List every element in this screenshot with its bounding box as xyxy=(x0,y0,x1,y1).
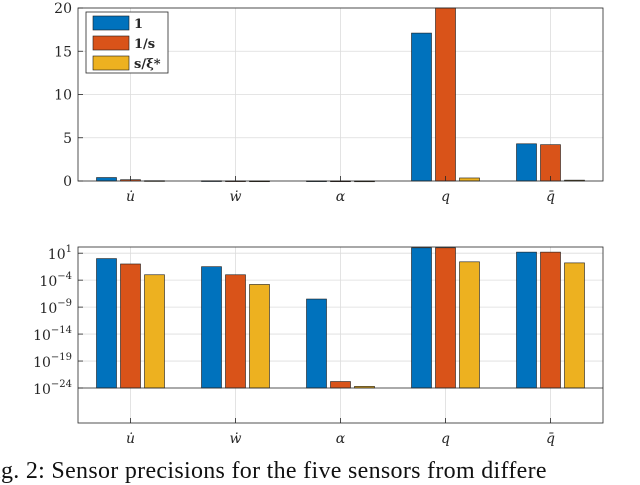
log-bar-chart: 101 10−4 10−9 10−14 10−19 10−24 u̇ ẇ α q q̄ xyxy=(33,244,604,447)
top-x-ticks: u̇ ẇ α q q̄ xyxy=(126,176,555,205)
x-tick-label: q xyxy=(441,431,450,447)
y-tick-label: 10−24 xyxy=(33,379,72,398)
bar xyxy=(411,32,432,182)
bar xyxy=(411,247,432,389)
y-tick-label: 5 xyxy=(63,131,72,147)
bar xyxy=(144,274,165,389)
bar xyxy=(435,247,456,389)
legend-label-1: 1 xyxy=(134,17,143,32)
legend-swatch-s-over-xi xyxy=(92,55,130,71)
y-tick-label: 0 xyxy=(63,174,72,190)
bar xyxy=(120,263,141,389)
bottom-x-ticks: u̇ ẇ α q q̄ xyxy=(126,418,555,447)
x-tick-label: q̄ xyxy=(546,189,555,205)
legend-swatch-1 xyxy=(92,15,130,31)
y-tick-label: 10−14 xyxy=(33,325,72,344)
bar xyxy=(96,177,117,182)
x-tick-label: ẇ xyxy=(230,189,242,205)
top-y-ticks: 0 5 10 15 20 xyxy=(54,1,83,190)
bar xyxy=(540,144,561,182)
legend-label-s-over-xi: s/ξ* xyxy=(134,57,161,72)
y-tick-label: 10−9 xyxy=(39,298,72,317)
legend-label-1-over-s: 1/s xyxy=(134,37,155,52)
bar xyxy=(330,381,351,389)
bottom-y-ticks: 101 10−4 10−9 10−14 10−19 10−24 xyxy=(33,244,83,398)
x-tick-label: q̄ xyxy=(546,431,555,447)
figure-caption: ig. 2: Sensor precisions for the five se… xyxy=(0,458,547,484)
bar xyxy=(249,284,270,389)
linear-bar-chart: 0 5 10 15 20 u̇ ẇ α q q̄ 1 1/s s/ξ* xyxy=(54,1,604,205)
x-tick-label: u̇ xyxy=(126,189,135,205)
y-tick-label: 10−4 xyxy=(39,271,72,290)
x-tick-label: α xyxy=(336,189,346,205)
x-tick-label: ẇ xyxy=(230,431,242,447)
bar xyxy=(459,261,480,389)
bottom-bars xyxy=(96,247,585,389)
bar xyxy=(96,258,117,389)
bar xyxy=(435,7,456,182)
bar xyxy=(540,251,561,389)
y-tick-label: 15 xyxy=(54,44,72,60)
bar xyxy=(225,274,246,389)
legend: 1 1/s s/ξ* xyxy=(85,11,169,74)
bar xyxy=(306,298,327,389)
x-tick-label: α xyxy=(336,431,346,447)
y-tick-label: 10−19 xyxy=(33,352,72,371)
y-tick-label: 101 xyxy=(48,244,72,263)
bar xyxy=(201,266,222,389)
y-tick-label: 20 xyxy=(54,1,72,17)
bar xyxy=(459,177,480,182)
x-tick-label: q xyxy=(441,189,450,205)
bar xyxy=(516,143,537,182)
y-tick-label: 10 xyxy=(54,88,72,104)
bar xyxy=(564,262,585,389)
bar xyxy=(516,251,537,389)
top-bars xyxy=(96,7,585,183)
legend-swatch-1-over-s xyxy=(92,35,130,51)
x-tick-label: u̇ xyxy=(126,431,135,447)
